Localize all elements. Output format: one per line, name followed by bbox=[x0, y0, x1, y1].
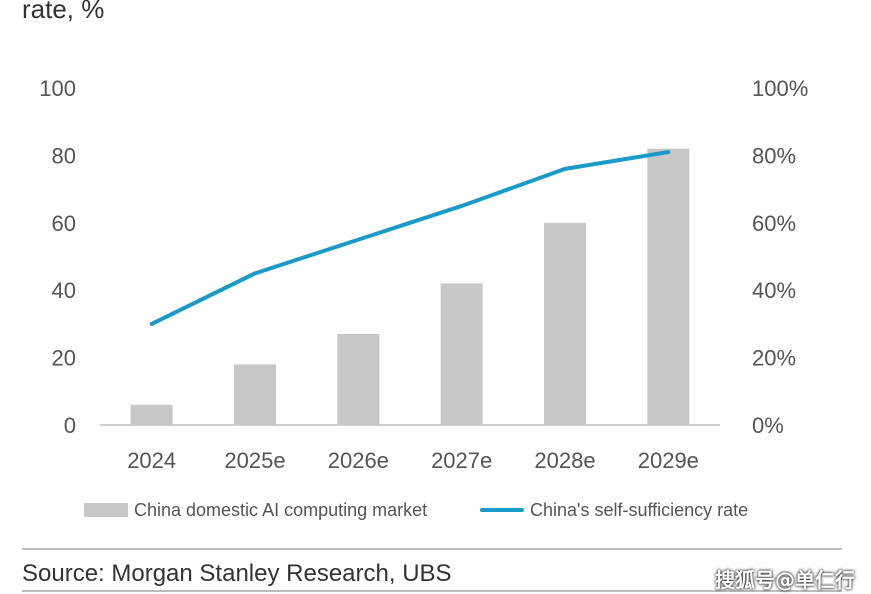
x-tick-label: 2027e bbox=[431, 448, 492, 473]
bar-2029e bbox=[647, 148, 690, 425]
legend-line-label: China's self-sufficiency rate bbox=[530, 499, 749, 520]
right-axis: 0% 20% 40% 60% 80% 100% bbox=[752, 76, 808, 438]
legend-bar-label: China domestic AI computing market bbox=[134, 499, 428, 520]
left-tick-label: 60 bbox=[52, 211, 76, 236]
bar-2025e bbox=[234, 364, 276, 425]
x-tick-label: 2024 bbox=[127, 448, 176, 473]
x-tick-label: 2026e bbox=[328, 448, 389, 473]
watermark: 搜狐号@单仁行 bbox=[715, 568, 855, 592]
legend-item-bar: China domestic AI computing market bbox=[84, 497, 427, 523]
legend-bar-swatch bbox=[84, 503, 128, 517]
bar-2026e bbox=[337, 334, 380, 425]
x-tick-label: 2025e bbox=[224, 448, 285, 473]
right-tick-label: 80% bbox=[752, 143, 796, 168]
legend-item-line: China's self-sufficiency rate bbox=[480, 497, 748, 523]
left-tick-label: 20 bbox=[52, 346, 76, 371]
line-series bbox=[149, 150, 671, 326]
left-tick-label: 40 bbox=[52, 278, 76, 303]
legend-line-swatch bbox=[480, 508, 524, 512]
left-tick-label: 0 bbox=[64, 413, 76, 438]
axis-title-partial: rate, % bbox=[22, 0, 105, 24]
right-tick-label: 0% bbox=[752, 413, 784, 438]
bar-series bbox=[130, 148, 690, 425]
source-divider bbox=[22, 548, 842, 550]
source-note: Source: Morgan Stanley Research, UBS bbox=[22, 560, 452, 587]
bar-2027e bbox=[440, 283, 483, 425]
left-tick-label: 100 bbox=[39, 76, 76, 101]
right-tick-label: 40% bbox=[752, 278, 796, 303]
x-axis: 2024 2025e 2026e 2027e 2028e 2029e bbox=[127, 448, 699, 473]
self-sufficiency-line bbox=[149, 150, 671, 326]
bottom-divider bbox=[22, 590, 842, 592]
x-tick-label: 2028e bbox=[534, 448, 595, 473]
left-axis: 0 20 40 60 80 100 bbox=[39, 76, 76, 438]
left-tick-label: 80 bbox=[52, 143, 76, 168]
bar-2028e bbox=[544, 222, 586, 425]
right-tick-label: 60% bbox=[752, 211, 796, 236]
right-tick-label: 100% bbox=[752, 76, 808, 101]
x-tick-label: 2029e bbox=[638, 448, 699, 473]
bar-2024 bbox=[130, 404, 173, 425]
right-tick-label: 20% bbox=[752, 346, 796, 371]
